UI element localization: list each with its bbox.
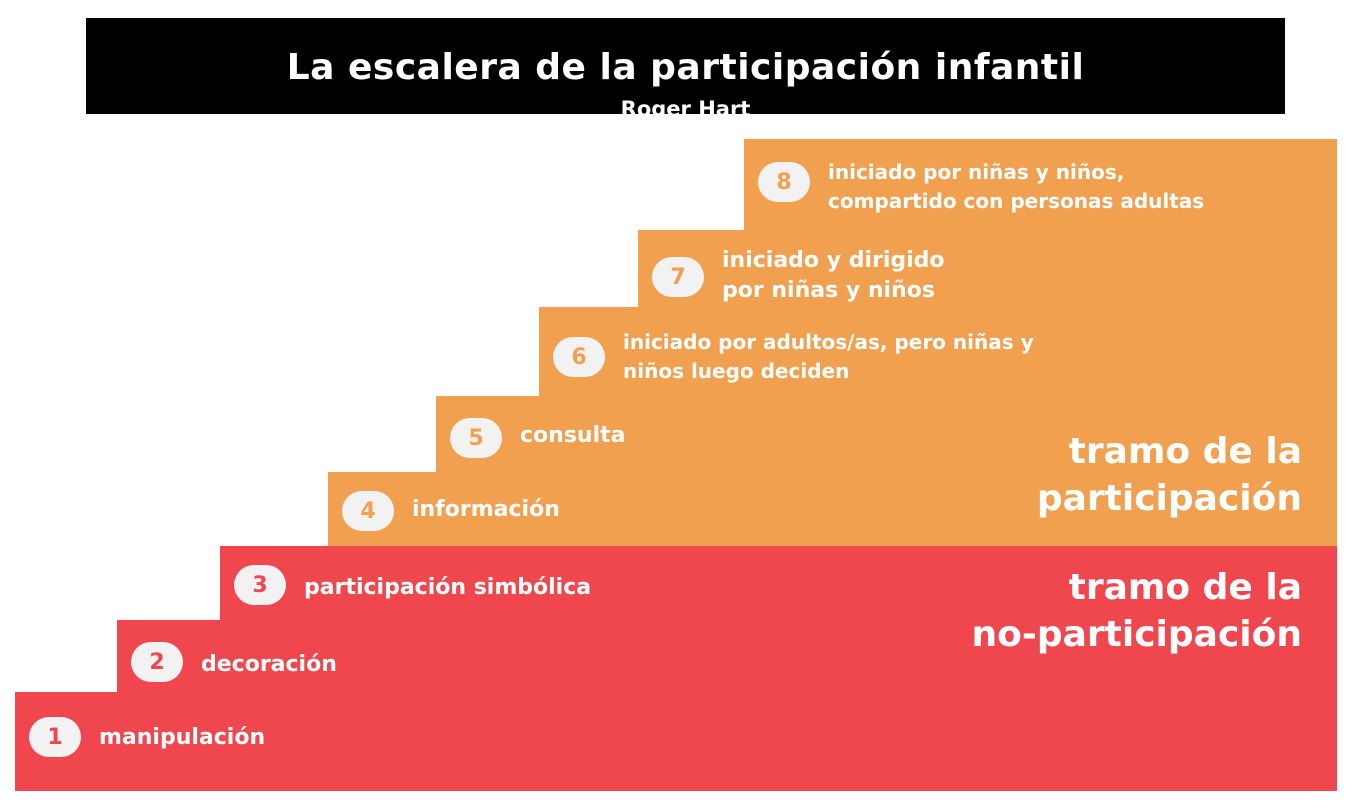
section-participation-line-1: tramo de la bbox=[1068, 431, 1302, 472]
step-5-number-badge: 5 bbox=[450, 418, 502, 458]
step-8-block bbox=[744, 139, 1337, 230]
step-2-block bbox=[117, 620, 1337, 692]
section-non-participation-line-1: tramo de la bbox=[1068, 567, 1302, 608]
step-7-block bbox=[638, 230, 1337, 307]
step-3-block bbox=[220, 546, 1337, 620]
step-2-number-badge: 2 bbox=[131, 642, 183, 682]
step-2-label: decoración bbox=[201, 650, 337, 680]
step-8-label-line-2: compartido con personas adultas bbox=[828, 189, 1205, 213]
step-8-label: iniciado por niñas y niños, compartido co… bbox=[828, 158, 1204, 216]
step-2-label-line-1: decoración bbox=[201, 652, 337, 677]
step-8-number-badge: 8 bbox=[758, 162, 810, 202]
step-1-block bbox=[15, 692, 1337, 791]
step-3-label-line-1: participación simbólica bbox=[304, 575, 592, 600]
step-3-number-badge: 3 bbox=[234, 565, 286, 605]
step-7-number-badge: 7 bbox=[652, 257, 704, 297]
step-4-number-badge: 4 bbox=[342, 491, 394, 531]
section-non-participation-line-2: no-participación bbox=[971, 614, 1302, 655]
step-8-label-line-1: iniciado por niñas y niños, bbox=[828, 160, 1125, 184]
section-participation-line-2: participación bbox=[1036, 478, 1302, 519]
diagram-title: La escalera de la participación infantil bbox=[286, 47, 1085, 88]
step-5-block bbox=[436, 396, 1337, 472]
diagram-author: Roger Hart bbox=[620, 97, 751, 121]
step-7-label-line-1: iniciado y dirigido bbox=[722, 248, 945, 273]
step-4-label: información bbox=[412, 495, 560, 525]
step-1-label: manipulación bbox=[99, 723, 265, 753]
step-7-label: iniciado y dirigido por niñas y niños bbox=[722, 246, 945, 306]
step-1-number-badge: 1 bbox=[29, 717, 81, 757]
step-6-number-badge: 6 bbox=[553, 337, 605, 377]
step-6-label: iniciado por adultos/as, pero niñas y niñ… bbox=[623, 328, 1034, 386]
step-5-label: consulta bbox=[520, 421, 625, 451]
step-6-label-line-1: iniciado por adultos/as, pero niñas y bbox=[623, 330, 1034, 354]
step-3-label: participación simbólica bbox=[304, 573, 591, 603]
step-6-label-line-2: niños luego deciden bbox=[623, 359, 850, 383]
section-label-participation: tramo de la participación bbox=[1037, 428, 1302, 522]
step-4-block bbox=[328, 472, 1337, 546]
step-5-label-line-1: consulta bbox=[520, 423, 626, 448]
step-4-label-line-1: información bbox=[412, 497, 560, 522]
title-banner: La escalera de la participación infantil… bbox=[86, 18, 1285, 121]
step-7-label-line-2: por niñas y niños bbox=[722, 278, 935, 303]
step-6-block bbox=[539, 307, 1337, 396]
section-label-non-participation: tramo de la no-participación bbox=[972, 564, 1302, 658]
step-1-label-line-1: manipulación bbox=[99, 725, 266, 750]
